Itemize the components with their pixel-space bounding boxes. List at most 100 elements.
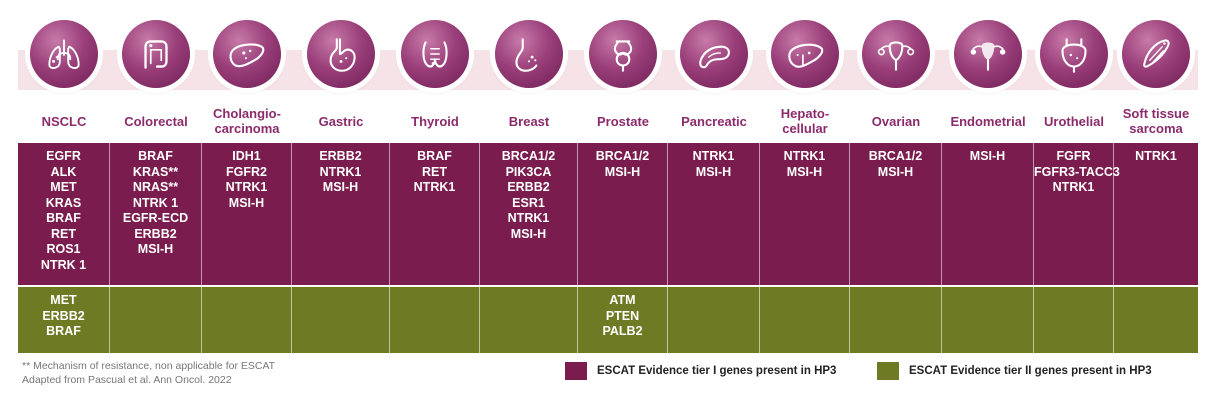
gene-label: BRCA1/2	[868, 149, 923, 163]
colon-icon	[122, 20, 190, 88]
gene-label: NTRK1	[692, 149, 735, 163]
icon-cell-cholangio-carcinoma	[202, 14, 292, 98]
gene-label: MET	[50, 180, 77, 194]
gene-label: MSI-H	[322, 180, 359, 194]
breast-icon	[495, 20, 563, 88]
tier1-gene-row: EGFR ALK MET KRAS BRAF RET ROS1 NTRK 1 BRAF KRAS*…	[18, 143, 1198, 285]
header-urothelial: Urothelial	[1044, 113, 1104, 129]
gene-label: FGFR3-TACC3	[1034, 164, 1120, 179]
gene-label: MSI-H	[877, 164, 914, 179]
gene-label: ERBB2	[134, 226, 177, 241]
gene-label: KRAS	[45, 195, 82, 210]
tier1-cell-prostate: BRCA1/2 MSI-H	[578, 143, 668, 285]
tier2-cell-cholangio-carcinoma	[202, 287, 292, 353]
gene-label: NTRK1	[783, 149, 826, 163]
tier2-cell-urothelial	[1034, 287, 1114, 353]
gene-label: NTRK1	[413, 180, 456, 194]
gene-label: ERBB2	[42, 308, 85, 323]
legend-tier2-label: ESCAT Evidence tier II genes present in …	[909, 365, 1152, 377]
organ-icon-row	[18, 14, 1198, 98]
gene-label: NTRK1	[507, 211, 550, 225]
icon-cell-ovarian	[850, 14, 942, 98]
gene-label: EGFR-ECD	[122, 211, 189, 225]
header-ovarian: Ovarian	[871, 113, 921, 129]
gene-label: BRAF	[46, 324, 81, 338]
tier2-cell-endometrial	[942, 287, 1034, 353]
footnote-resistance: ** Mechanism of resistance, non applicab…	[22, 360, 276, 372]
tier1-cell-breast: BRCA1/2 PIK3CA ERBB2 ESR1 NTRK1 MSI-H	[480, 143, 578, 285]
gene-label: NTRK 1	[40, 257, 87, 272]
tier1-cell-hepato-cellular: NTRK1 MSI-H	[760, 143, 850, 285]
thyroid-icon	[401, 20, 469, 88]
gene-label: MSI-H	[786, 164, 823, 179]
legend-tier2-swatch	[877, 362, 899, 380]
header-thyroid: Thyroid	[411, 113, 459, 129]
uterus-icon	[954, 20, 1022, 88]
tier1-cell-pancreatic: NTRK1 MSI-H	[668, 143, 760, 285]
lungs-icon	[30, 20, 98, 88]
gene-label: RET	[422, 164, 447, 179]
gene-label: ALK	[50, 164, 77, 179]
header-colorectal: Colorectal	[124, 113, 188, 129]
tier1-cell-colorectal: BRAF KRAS** NRAS** NTRK 1 EGFR-ECD ERBB2 MSI-H	[110, 143, 202, 285]
tier2-cell-hepato-cellular	[760, 287, 850, 353]
gene-label: FGFR2	[226, 164, 267, 179]
gene-label: BRAF	[46, 211, 81, 225]
gene-label: ERBB2	[507, 180, 550, 194]
gene-label: NTRK1	[225, 180, 268, 194]
header-cholangio-carcinoma: Cholangio- carcinoma	[213, 106, 281, 136]
icon-cell-thyroid	[390, 14, 480, 98]
gene-label: BRAF	[417, 149, 452, 163]
gene-label: NRAS**	[132, 180, 179, 194]
icon-cell-colorectal	[110, 14, 202, 98]
icon-cell-prostate	[578, 14, 668, 98]
tier2-cell-gastric	[292, 287, 390, 353]
gene-label: BRCA1/2	[595, 149, 650, 163]
icon-cell-nsclc	[18, 14, 110, 98]
header-gastric: Gastric	[318, 113, 364, 129]
tier1-cell-ovarian: BRCA1/2 MSI-H	[850, 143, 942, 285]
header-hepato-cellular: Hepato- cellular	[780, 106, 830, 136]
legend-tier1: ESCAT Evidence tier I genes present in H…	[565, 362, 836, 380]
gene-label: BRAF	[138, 149, 173, 163]
liver-icon	[771, 20, 839, 88]
liver-bile-duct-icon	[213, 20, 281, 88]
gene-label: MET	[50, 293, 77, 307]
gene-label: PALB2	[602, 324, 643, 338]
header-nsclc: NSCLC	[41, 113, 87, 129]
gene-label: MSI-H	[228, 195, 265, 210]
icon-cell-gastric	[292, 14, 390, 98]
gene-label: MSI-H	[137, 242, 174, 256]
icon-cell-pancreatic	[668, 14, 760, 98]
muscle-tissue-icon	[1122, 20, 1190, 88]
prostate-icon	[589, 20, 657, 88]
tier2-cell-soft-tissue-sarcoma	[1114, 287, 1198, 353]
ovary-icon	[862, 20, 930, 88]
tier1-cell-cholangio-carcinoma: IDH1 FGFR2 NTRK1 MSI-H	[202, 143, 292, 285]
icon-cell-urothelial	[1034, 14, 1114, 98]
gene-label: NTRK1	[319, 164, 362, 179]
header-prostate: Prostate	[596, 113, 650, 129]
footnote: ** Mechanism of resistance, non applicab…	[22, 359, 275, 387]
gene-label: RET	[51, 226, 76, 241]
tier1-cell-nsclc: EGFR ALK MET KRAS BRAF RET ROS1 NTRK 1	[18, 143, 110, 285]
tier2-cell-colorectal	[110, 287, 202, 353]
gene-label: IDH1	[232, 149, 261, 163]
tier1-cell-urothelial: FGFR FGFR3-TACC3 NTRK1	[1034, 143, 1120, 285]
gene-label: PIK3CA	[505, 164, 552, 179]
gene-label: FGFR	[1056, 149, 1091, 163]
gene-label: EGFR	[46, 149, 81, 163]
gene-label: MSI-H	[695, 164, 732, 179]
gene-label: ROS1	[46, 242, 81, 256]
gene-label: BRCA1/2	[501, 149, 556, 163]
gene-label: ERBB2	[319, 149, 362, 163]
tier1-cell-gastric: ERBB2 NTRK1 MSI-H	[292, 143, 390, 285]
gene-label: NTRK 1	[132, 195, 179, 210]
cancer-type-headers: NSCLC Colorectal Cholangio- carcinoma Gastr…	[18, 100, 1198, 142]
icon-cell-breast	[480, 14, 578, 98]
legend-tier2: ESCAT Evidence tier II genes present in …	[877, 362, 1152, 380]
tier2-cell-ovarian	[850, 287, 942, 353]
legend-tier1-swatch	[565, 362, 587, 380]
tier2-gene-row: MET ERBB2 BRAF ATM PTEN PALB2	[18, 287, 1198, 353]
header-endometrial: Endometrial	[950, 113, 1026, 129]
